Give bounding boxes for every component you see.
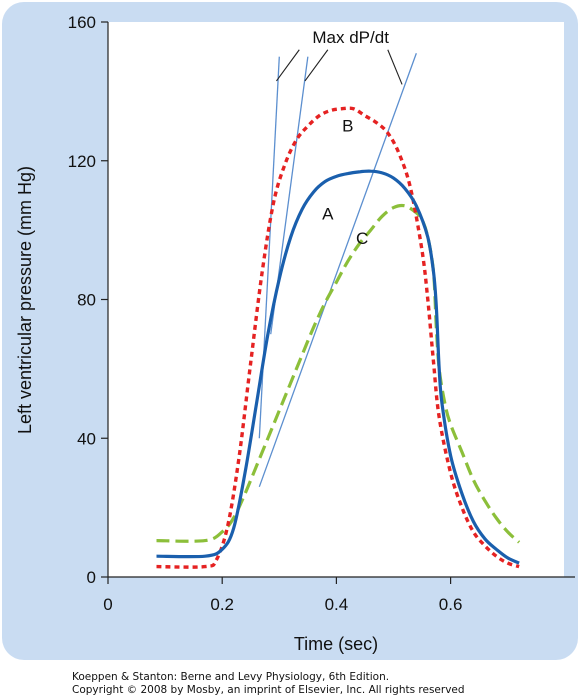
- series-line-c: [156, 203, 521, 544]
- y-tick-label: 120: [68, 152, 96, 171]
- leader-line-1: [276, 49, 300, 82]
- pressure-curves: [156, 106, 521, 569]
- leader-line-2: [304, 49, 329, 82]
- x-tick-label: 0: [103, 595, 112, 614]
- y-tick-label: 40: [77, 429, 96, 448]
- x-axis-label: Time (sec): [294, 634, 378, 654]
- x-tick-label: 0.2: [210, 595, 234, 614]
- credit-line-2: Copyright © 2008 by Mosby, an imprint of…: [72, 684, 465, 696]
- y-tick-label: 160: [68, 13, 96, 32]
- credit-line-1: Koeppen & Stanton: Berne and Levy Physio…: [72, 671, 390, 683]
- series-line-b: [156, 106, 520, 569]
- x-tick-label: 0.6: [439, 595, 463, 614]
- y-tick-label: 80: [77, 291, 96, 310]
- axes: 0 40 80 120 160 0 0.2 0.4 0.6: [68, 13, 575, 614]
- tangent-line-3: [258, 52, 417, 488]
- y-tick-label: 0: [87, 568, 96, 587]
- max-dpdt-label: Max dP/dt: [312, 28, 389, 47]
- copyright-notice: Koeppen & Stanton: Berne and Levy Physio…: [72, 671, 572, 697]
- annotations: Max dP/dt B A C: [276, 28, 403, 248]
- curve-label-b: B: [342, 116, 353, 135]
- y-axis-label: Left ventricular pressure (mm Hg): [15, 166, 35, 434]
- series-line-a: [156, 169, 520, 565]
- curve-label-a: A: [322, 205, 334, 224]
- leader-line-3: [387, 49, 403, 85]
- curve-label-c: C: [356, 229, 368, 248]
- x-tick-label: 0.4: [325, 595, 349, 614]
- plot-area: [108, 22, 564, 577]
